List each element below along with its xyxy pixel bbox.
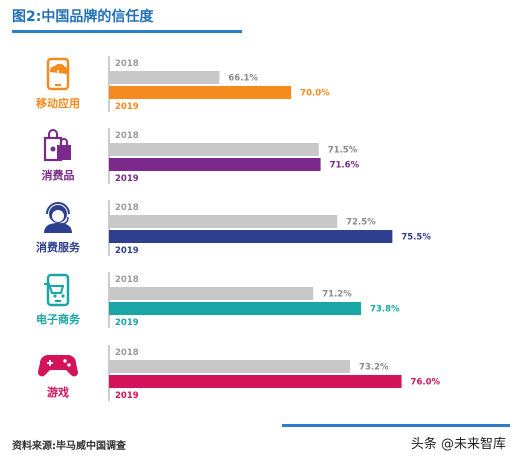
- value-label-2019: 71.6%: [330, 161, 360, 171]
- category-label: 电子商务: [36, 312, 81, 326]
- category-label: 移动应用: [36, 96, 80, 110]
- title-rule: [12, 30, 242, 33]
- value-label-2019: 73.8%: [370, 305, 400, 315]
- bar-2019: [109, 86, 292, 99]
- year-label-2018: 2018: [115, 59, 139, 69]
- year-label-2019: 2019: [115, 318, 139, 328]
- year-label-2018: 2018: [115, 203, 139, 213]
- bar-2018: [109, 71, 220, 84]
- chart-title: 图2:中国品牌的信任度: [12, 9, 154, 25]
- footer-rule: [282, 424, 510, 427]
- year-label-2019: 2019: [115, 174, 139, 184]
- bar-2019: [109, 158, 321, 171]
- phone-cloud-icon: [46, 57, 70, 91]
- source-note: 资料来源:毕马威中国调查: [12, 441, 126, 452]
- year-label-2019: 2019: [115, 391, 139, 401]
- customer-service-icon: [44, 202, 72, 233]
- bar-2018: [109, 360, 351, 373]
- value-label-2018: 71.2%: [322, 290, 352, 300]
- bar-2019: [109, 302, 362, 315]
- value-label-2018: 66.1%: [228, 74, 258, 84]
- watermark: 头条 @未来智库: [410, 437, 506, 452]
- year-label-2019: 2019: [115, 102, 139, 112]
- category-label: 游戏: [47, 385, 69, 399]
- shopping-bags-icon: [43, 129, 71, 162]
- year-label-2019: 2019: [115, 246, 139, 256]
- category-label: 消费品: [42, 168, 75, 182]
- value-label-2019: 75.5%: [401, 233, 431, 243]
- value-label-2018: 71.5%: [328, 146, 358, 156]
- year-label-2018: 2018: [115, 275, 139, 285]
- bar-2018: [109, 215, 338, 228]
- year-label-2018: 2018: [115, 131, 139, 141]
- value-label-2019: 70.0%: [300, 89, 330, 99]
- bar-2018: [109, 143, 319, 156]
- year-label-2018: 2018: [115, 348, 139, 358]
- bar-2019: [109, 375, 402, 388]
- category-label: 消费服务: [36, 240, 81, 254]
- value-label-2018: 73.2%: [359, 363, 389, 373]
- value-label-2019: 76.0%: [411, 378, 441, 388]
- gamepad-icon: [37, 355, 79, 377]
- phone-cart-icon: [44, 273, 70, 307]
- bar-2019: [109, 230, 393, 243]
- bar-2018: [109, 287, 314, 300]
- value-label-2018: 72.5%: [346, 218, 376, 228]
